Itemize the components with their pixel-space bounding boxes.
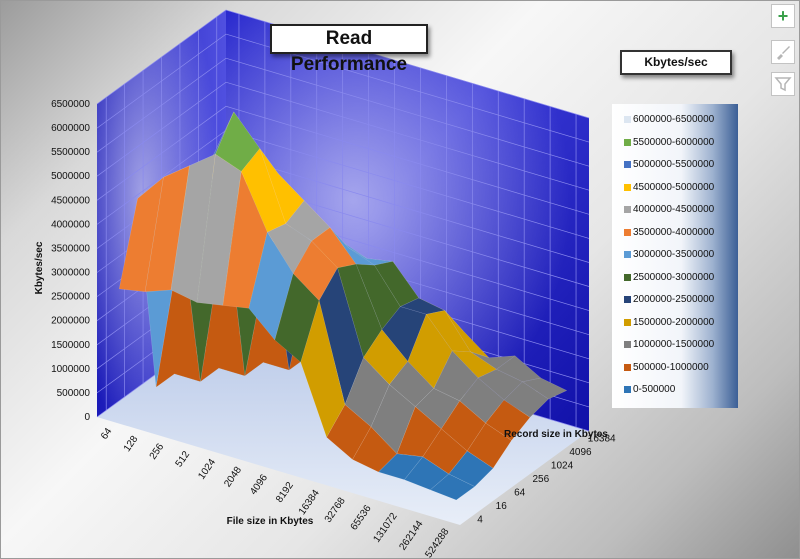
x-tick-label: 2048 — [222, 464, 244, 489]
z-tick-label: 2500000 — [51, 292, 90, 303]
z-axis-ticks: 0 500000 1000000 1500000 2000000 2500000 30000… — [51, 99, 90, 423]
legend: 6000000-6500000 5500000-6000000 5000000-55… — [612, 104, 738, 408]
surface-patch — [429, 473, 476, 501]
filter-icon — [774, 77, 792, 92]
chart-filter-button[interactable] — [771, 72, 795, 96]
legend-label: 1500000-2000000 — [633, 316, 715, 328]
gridline-z — [96, 105, 590, 215]
legend-swatch — [624, 363, 631, 371]
surface-patch — [448, 450, 494, 487]
legend-swatch — [624, 341, 631, 348]
chart-style-button[interactable] — [771, 40, 795, 64]
x-tick-label: 4096 — [248, 472, 270, 497]
legend-label: 3000000-3500000 — [633, 249, 715, 260]
x-tick-label: 512 — [174, 449, 193, 469]
gridline-z — [96, 57, 590, 167]
y-tick-label: 64 — [514, 487, 526, 498]
z-axis-label: Kbytes/sec — [34, 241, 45, 294]
legend-swatch — [624, 183, 631, 191]
plus-icon: + — [777, 6, 789, 26]
y-tick-label: 16 — [496, 501, 508, 512]
gridline-z — [96, 33, 590, 143]
x-tick-label: 8192 — [274, 480, 296, 505]
z-tick-label: 0 — [84, 412, 90, 423]
legend-label: 2000000-2500000 — [633, 294, 715, 305]
legend-label: 6000000-6500000 — [633, 114, 715, 125]
legend-label: 500000-1000000 — [633, 361, 709, 373]
x-tick-label: 256 — [148, 441, 167, 461]
legend-swatch — [624, 206, 631, 213]
x-tick-label: 1024 — [196, 457, 218, 482]
brush-icon — [777, 46, 790, 60]
gridline-z — [96, 81, 590, 191]
z-tick-label: 1000000 — [51, 364, 90, 375]
x-tick-label: 128 — [122, 434, 141, 454]
legend-swatch — [624, 296, 631, 303]
z-tick-label: 4500000 — [51, 195, 90, 206]
legend-swatch — [624, 161, 631, 168]
legend-swatch — [624, 251, 631, 258]
z-tick-label: 5000000 — [51, 171, 90, 182]
z-tick-label: 6000000 — [51, 123, 90, 134]
x-tick-label: 524288 — [423, 526, 451, 559]
z-tick-label: 4000000 — [51, 219, 90, 230]
z-tick-label: 2000000 — [51, 316, 90, 327]
legend-label: 2500000-3000000 — [633, 271, 715, 283]
add-chart-element-button[interactable]: + — [771, 4, 795, 28]
y-tick-label: 4096 — [569, 447, 592, 458]
chart-surface — [118, 111, 568, 501]
legend-label: 0-500000 — [633, 384, 676, 395]
z-tick-label: 500000 — [57, 388, 91, 399]
y-axis-label: Record size in Kbytes — [504, 429, 608, 440]
legend-title: Kbytes/sec — [620, 50, 732, 75]
legend-swatch — [624, 138, 631, 146]
legend-swatch — [624, 318, 631, 326]
z-tick-label: 3000000 — [51, 268, 90, 279]
x-tick-label: 65536 — [349, 503, 374, 532]
z-tick-label: 1500000 — [51, 340, 90, 351]
x-tick-label: 131072 — [371, 511, 399, 545]
legend-swatch — [624, 273, 631, 281]
legend-swatch — [624, 228, 631, 236]
y-tick-label: 16384 — [588, 434, 616, 445]
x-tick-label: 32768 — [323, 495, 348, 524]
legend-label: 3500000-4000000 — [633, 226, 715, 238]
x-tick-label: 262144 — [397, 518, 425, 552]
legend-label: 4000000-4500000 — [633, 204, 715, 215]
y-tick-label: 4 — [477, 514, 483, 525]
legend-swatch — [624, 386, 631, 393]
z-tick-label: 5500000 — [51, 147, 90, 158]
legend-label: 5000000-5500000 — [633, 159, 715, 170]
z-tick-label: 6500000 — [51, 99, 90, 110]
x-tick-label: 64 — [99, 426, 115, 442]
chart-title: Read Performance — [270, 24, 428, 75]
x-tick-label: 16384 — [297, 488, 322, 517]
y-tick-label: 256 — [533, 474, 550, 485]
legend-label: 1000000-1500000 — [633, 339, 715, 350]
legend-label: 5500000-6000000 — [633, 136, 715, 148]
legend-swatch — [624, 116, 631, 123]
x-axis-label: File size in Kbytes — [227, 516, 314, 527]
gridline-z — [96, 9, 590, 119]
y-tick-label: 1024 — [551, 461, 574, 472]
legend-label: 4500000-5000000 — [633, 181, 715, 193]
z-tick-label: 3500000 — [51, 243, 90, 254]
